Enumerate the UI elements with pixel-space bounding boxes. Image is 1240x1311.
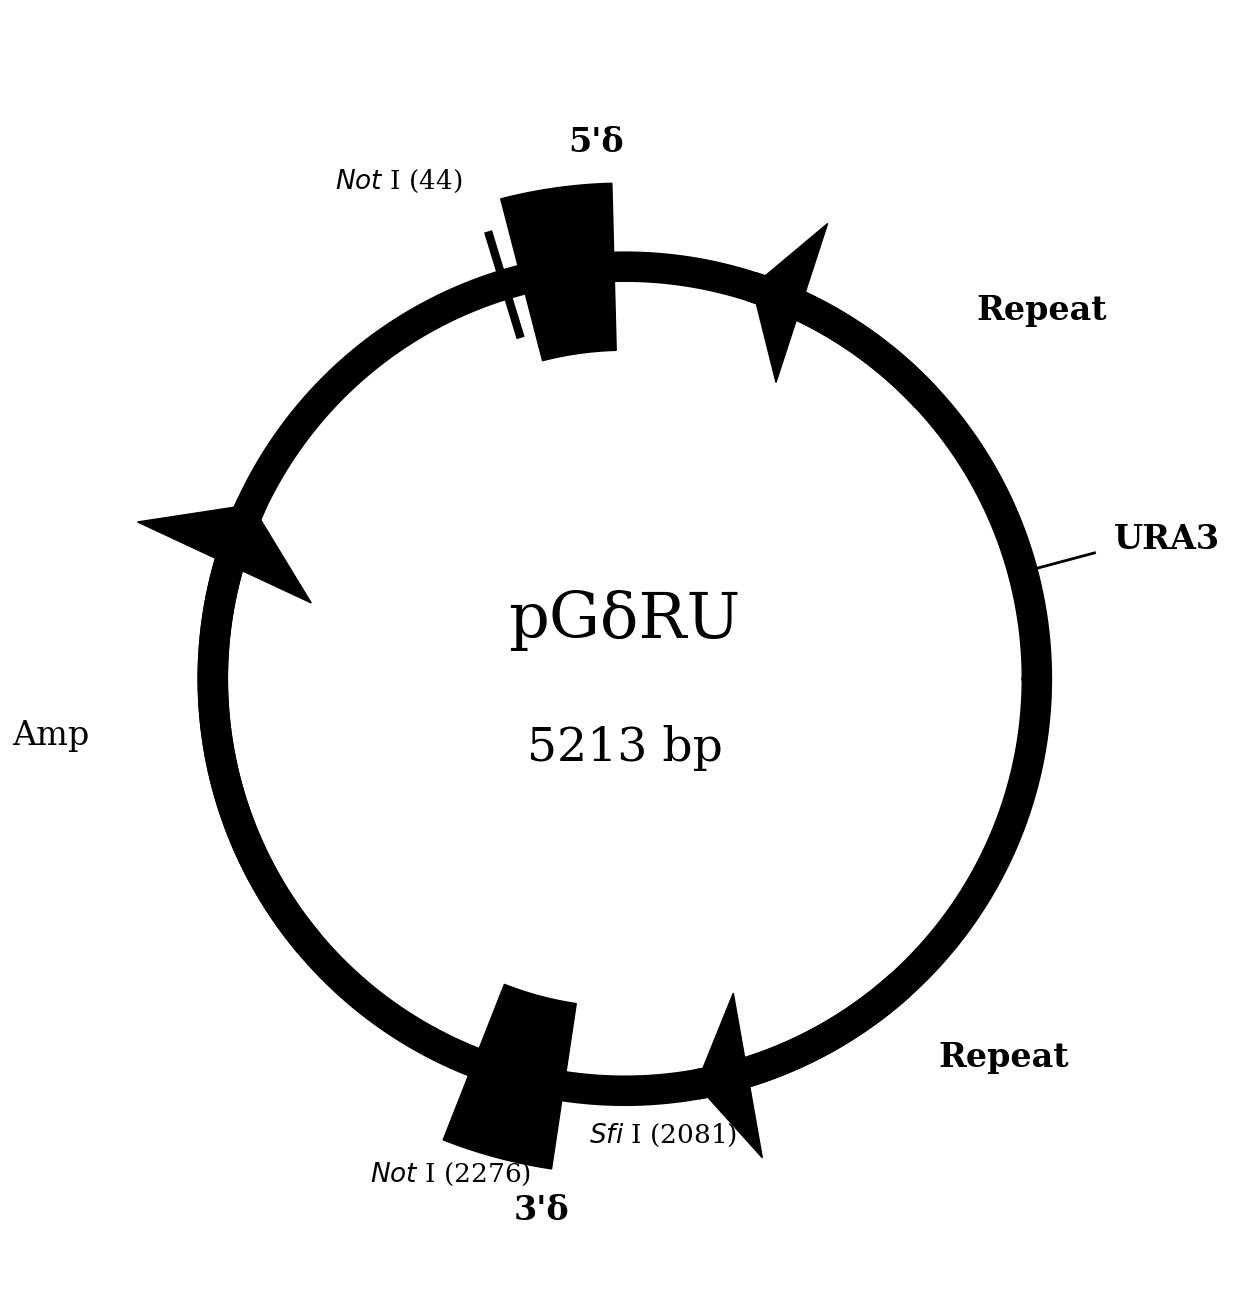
Text: URA3: URA3 (1114, 523, 1220, 556)
Text: $\mathit{Not}$ I (44): $\mathit{Not}$ I (44) (335, 168, 463, 194)
Text: 3'δ: 3'δ (513, 1194, 569, 1227)
Polygon shape (443, 985, 577, 1169)
Text: Repeat: Repeat (939, 1041, 1069, 1075)
Text: Amp: Amp (12, 720, 89, 753)
Text: $\mathit{Not}$ I (2276): $\mathit{Not}$ I (2276) (370, 1160, 531, 1188)
Polygon shape (697, 994, 763, 1158)
Text: Repeat: Repeat (976, 294, 1106, 326)
Text: 5213 bp: 5213 bp (527, 725, 723, 771)
Text: $\mathit{Sfi}$ I (2081): $\mathit{Sfi}$ I (2081) (589, 1122, 737, 1150)
Text: 5'δ: 5'δ (569, 126, 624, 160)
Polygon shape (501, 184, 616, 361)
Text: pGδRU: pGδRU (508, 590, 742, 652)
Polygon shape (753, 223, 827, 383)
Polygon shape (138, 505, 311, 603)
